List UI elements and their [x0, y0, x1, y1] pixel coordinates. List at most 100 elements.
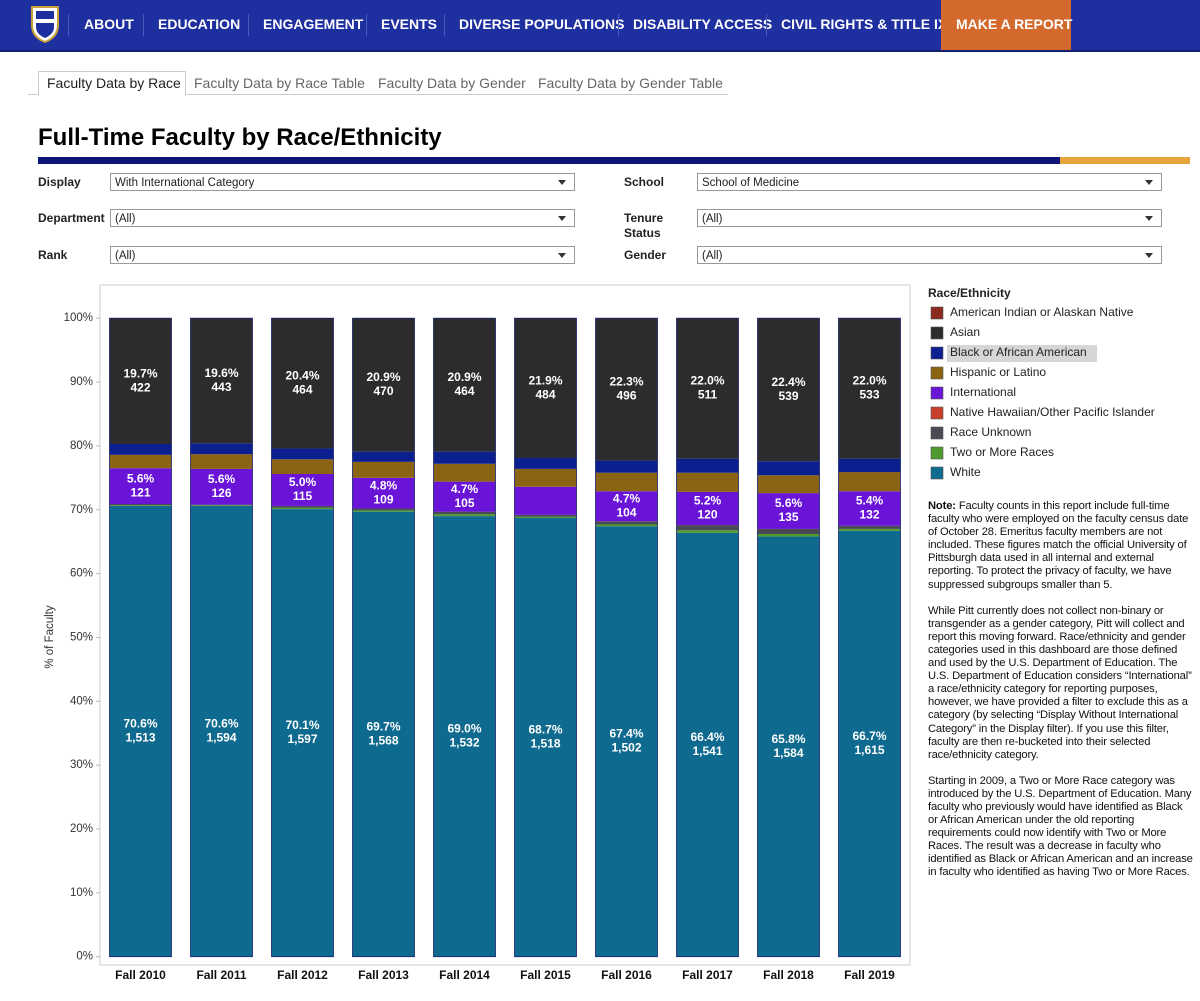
arrow — [558, 216, 566, 221]
bar-segment — [190, 505, 253, 957]
nav-bar: ABOUT EDUCATION ENGAGEMENT EVENTS DIVERS… — [0, 0, 1200, 52]
note-paragraph: While Pitt currently does not collect no… — [928, 604, 1192, 761]
tab-selected[interactable] — [38, 71, 186, 96]
data-label-count: 484 — [535, 387, 555, 401]
data-label-count: 109 — [373, 492, 393, 506]
bar-segment — [595, 491, 658, 522]
data-label-count: 120 — [697, 508, 717, 522]
legend-swatch — [930, 306, 944, 320]
data-label-count: 115 — [293, 489, 313, 503]
data-label: 5.2% — [694, 494, 722, 508]
data-label: 69.0% — [447, 722, 481, 736]
dropdown[interactable]: (All) — [110, 246, 575, 264]
bar-segment — [595, 526, 658, 957]
x-tick-label: Fall 2011 — [196, 968, 246, 982]
dropdown-value: (All) — [115, 250, 136, 262]
title-rule-accent — [1060, 157, 1190, 164]
y-tick-label: 30% — [70, 759, 93, 771]
legend-swatch — [930, 366, 944, 380]
bar-outline — [433, 317, 496, 958]
y-tick-label: 20% — [70, 823, 93, 835]
nav-link[interactable]: CIVIL RIGHTS & TITLE IX — [781, 16, 948, 32]
bar-segment — [433, 451, 496, 464]
data-label-count: 422 — [130, 380, 150, 394]
bar-segment — [757, 493, 820, 529]
dropdown[interactable]: (All) — [110, 209, 575, 227]
dropdown[interactable]: (All) — [697, 209, 1162, 227]
bar-segment — [352, 477, 415, 509]
tab-rule — [28, 94, 728, 95]
report-label[interactable]: MAKE A REPORT — [956, 16, 1073, 32]
bar-segment — [838, 528, 901, 531]
bar-segment — [352, 508, 415, 511]
y-axis-title: % of Faculty — [44, 605, 56, 669]
filter-label: Gender — [624, 248, 667, 262]
filter-label: Department — [38, 211, 105, 225]
bar-segment — [109, 468, 172, 505]
bar-segment — [190, 504, 253, 506]
legend-swatch — [930, 426, 944, 440]
data-label: 22.0% — [852, 374, 886, 388]
bar-segment — [757, 318, 820, 462]
data-label-count: 132 — [859, 508, 879, 522]
data-label: 5.6% — [127, 471, 155, 485]
data-label-count: 470 — [373, 384, 393, 398]
report-button[interactable]: MAKE A REPORT — [941, 0, 1073, 50]
tab[interactable]: Faculty Data by Gender Table — [538, 75, 723, 91]
bar-segment — [190, 505, 253, 506]
bar-segment — [433, 481, 496, 512]
y-tick-label: 40% — [70, 695, 93, 707]
legend-swatch — [930, 346, 944, 360]
dropdown[interactable]: With International Category — [110, 173, 575, 191]
data-label: 4.8% — [370, 478, 398, 492]
nav-link[interactable]: DIVERSE POPULATIONS — [459, 16, 625, 32]
bar-segment — [595, 472, 658, 492]
separator — [143, 14, 144, 36]
nav-link[interactable]: ABOUT — [84, 16, 134, 32]
y-tick-label: 90% — [70, 376, 93, 388]
bar-segment — [757, 475, 820, 494]
bar-segment — [514, 468, 577, 487]
data-label-count: 1,513 — [125, 730, 155, 744]
nav-link[interactable]: ENGAGEMENT — [263, 16, 364, 32]
nav-link[interactable]: DISABILITY ACCESS — [633, 16, 773, 32]
bar-outline — [595, 317, 658, 958]
data-label: 67.4% — [609, 727, 643, 741]
dropdown[interactable]: (All) — [697, 246, 1162, 264]
y-tick-label: 50% — [70, 631, 93, 643]
nav-link[interactable]: EDUCATION — [158, 16, 241, 32]
data-label: 69.7% — [366, 719, 400, 733]
bar-segment — [109, 454, 172, 469]
bar-segment — [514, 518, 577, 957]
legend-hover — [947, 345, 1097, 362]
bar-segment — [676, 458, 739, 473]
separator — [444, 14, 445, 36]
data-label: 70.6% — [123, 716, 157, 730]
bar-segment — [757, 528, 820, 535]
bar-segment — [676, 532, 739, 957]
tab[interactable]: Faculty Data by Gender — [378, 75, 526, 91]
legend-swatch — [930, 386, 944, 400]
bar-segment — [838, 318, 901, 459]
dropdown[interactable]: School of Medicine — [697, 173, 1162, 191]
tab[interactable]: Faculty Data by Race — [47, 75, 181, 91]
nav-link[interactable]: EVENTS — [381, 16, 438, 32]
separator — [366, 14, 367, 36]
bar-segment — [595, 524, 658, 527]
bar-segment — [838, 530, 901, 957]
dropdown-value: (All) — [702, 250, 723, 262]
bar-segment — [271, 318, 334, 449]
separator — [68, 14, 69, 36]
bar-segment — [838, 458, 901, 473]
bar-outline — [109, 317, 172, 958]
legend-title: Race/Ethnicity — [928, 286, 1011, 300]
logo[interactable] — [30, 5, 60, 43]
data-label: 65.8% — [771, 732, 805, 746]
legend-swatch — [930, 326, 944, 340]
bar-segment — [271, 509, 334, 957]
bar-segment — [433, 511, 496, 515]
data-label: 20.9% — [366, 370, 400, 384]
tab[interactable]: Faculty Data by Race Table — [194, 75, 365, 91]
